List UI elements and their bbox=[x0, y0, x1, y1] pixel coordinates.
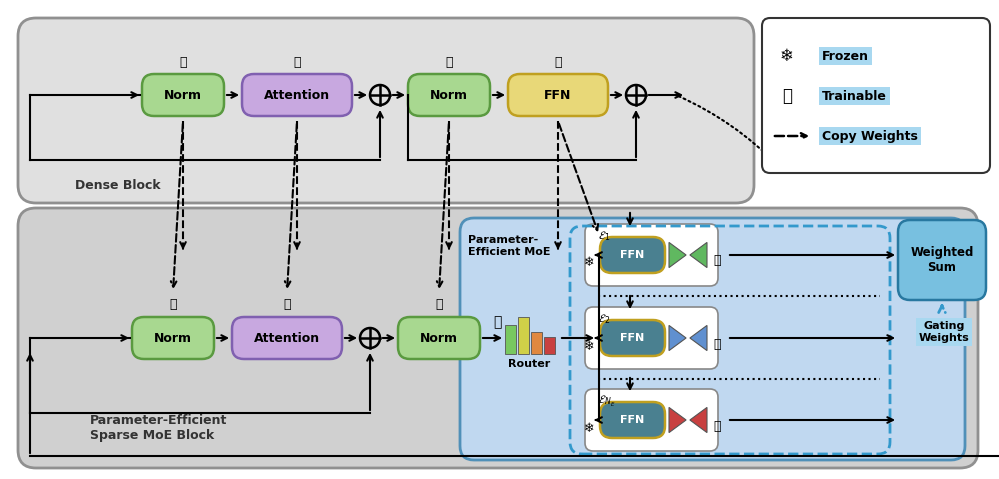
FancyBboxPatch shape bbox=[600, 402, 665, 438]
Text: Parameter-Efficient
Sparse MoE Block: Parameter-Efficient Sparse MoE Block bbox=[90, 414, 228, 442]
Text: Copy Weights: Copy Weights bbox=[822, 129, 918, 142]
Text: Weighted
Sum: Weighted Sum bbox=[910, 246, 974, 274]
Bar bbox=[544, 337, 555, 354]
Text: FFN: FFN bbox=[620, 250, 644, 260]
Text: ❄️: ❄️ bbox=[780, 47, 794, 65]
FancyBboxPatch shape bbox=[600, 320, 665, 356]
Text: FFN: FFN bbox=[620, 415, 644, 425]
Text: Trainable: Trainable bbox=[822, 90, 887, 103]
FancyBboxPatch shape bbox=[762, 18, 990, 173]
FancyBboxPatch shape bbox=[242, 74, 352, 116]
Text: 🔥: 🔥 bbox=[446, 56, 453, 68]
Text: 🔥: 🔥 bbox=[169, 298, 177, 311]
FancyBboxPatch shape bbox=[508, 74, 608, 116]
Text: 🔥: 🔥 bbox=[713, 254, 720, 267]
Polygon shape bbox=[690, 408, 707, 433]
Text: $\mathcal{E}_2$: $\mathcal{E}_2$ bbox=[598, 312, 610, 326]
Text: Gating
Weights: Gating Weights bbox=[919, 321, 969, 343]
Text: 🔥: 🔥 bbox=[554, 56, 561, 68]
Text: 🔥: 🔥 bbox=[284, 298, 291, 311]
Text: 🔥: 🔥 bbox=[179, 56, 187, 68]
Text: $\mathcal{E}_{N_E}$: $\mathcal{E}_{N_E}$ bbox=[598, 394, 615, 409]
Bar bbox=[518, 317, 529, 354]
FancyBboxPatch shape bbox=[585, 389, 718, 451]
Bar bbox=[531, 332, 542, 354]
Polygon shape bbox=[690, 325, 707, 351]
Text: ❄️: ❄️ bbox=[583, 340, 594, 353]
Text: ❄️: ❄️ bbox=[583, 422, 594, 434]
Text: Norm: Norm bbox=[420, 331, 458, 344]
Text: Parameter-
Efficient MoE: Parameter- Efficient MoE bbox=[468, 235, 550, 257]
FancyBboxPatch shape bbox=[600, 237, 665, 273]
Text: FFN: FFN bbox=[544, 89, 571, 102]
Bar bbox=[505, 325, 516, 354]
FancyBboxPatch shape bbox=[398, 317, 480, 359]
Text: Frozen: Frozen bbox=[822, 49, 869, 62]
Polygon shape bbox=[669, 408, 686, 433]
Text: 🔥: 🔥 bbox=[294, 56, 301, 68]
FancyBboxPatch shape bbox=[142, 74, 224, 116]
FancyBboxPatch shape bbox=[585, 224, 718, 286]
Polygon shape bbox=[669, 242, 686, 268]
Text: 🔥: 🔥 bbox=[782, 87, 792, 105]
FancyBboxPatch shape bbox=[232, 317, 342, 359]
Text: Router: Router bbox=[507, 359, 550, 369]
Text: 🔥: 🔥 bbox=[493, 315, 501, 329]
Text: 🔥: 🔥 bbox=[713, 420, 720, 433]
Text: 🔥: 🔥 bbox=[436, 298, 443, 311]
Text: ❄️: ❄️ bbox=[583, 256, 594, 270]
Text: Attention: Attention bbox=[254, 331, 320, 344]
FancyBboxPatch shape bbox=[460, 218, 965, 460]
Polygon shape bbox=[690, 242, 707, 268]
FancyBboxPatch shape bbox=[132, 317, 214, 359]
Text: 🔥: 🔥 bbox=[713, 338, 720, 351]
Text: Norm: Norm bbox=[164, 89, 202, 102]
FancyBboxPatch shape bbox=[18, 208, 978, 468]
Text: $\mathcal{E}_1$: $\mathcal{E}_1$ bbox=[598, 229, 610, 243]
FancyBboxPatch shape bbox=[898, 220, 986, 300]
FancyBboxPatch shape bbox=[18, 18, 754, 203]
Text: Attention: Attention bbox=[264, 89, 330, 102]
FancyBboxPatch shape bbox=[408, 74, 490, 116]
Text: Norm: Norm bbox=[154, 331, 192, 344]
Text: Dense Block: Dense Block bbox=[75, 179, 161, 192]
Text: FFN: FFN bbox=[620, 333, 644, 343]
Text: Norm: Norm bbox=[430, 89, 468, 102]
Polygon shape bbox=[669, 325, 686, 351]
FancyBboxPatch shape bbox=[585, 307, 718, 369]
